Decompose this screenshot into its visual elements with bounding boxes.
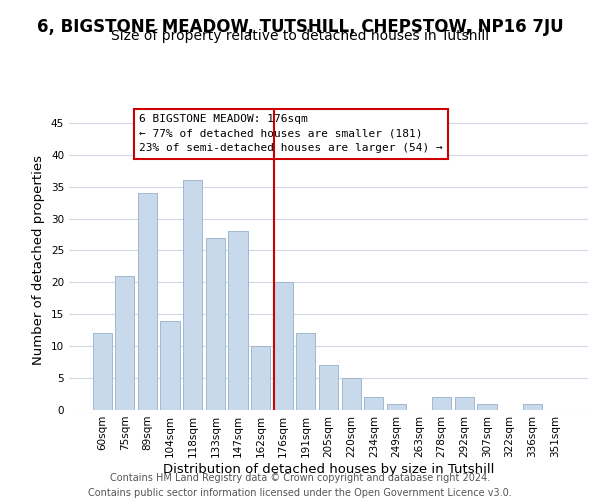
- Bar: [206, 238, 225, 410]
- Bar: [138, 193, 157, 410]
- Bar: [455, 397, 474, 410]
- Bar: [92, 334, 112, 410]
- Bar: [477, 404, 497, 410]
- Bar: [274, 282, 293, 410]
- X-axis label: Distribution of detached houses by size in Tutshill: Distribution of detached houses by size …: [163, 462, 494, 475]
- Bar: [296, 334, 316, 410]
- Bar: [341, 378, 361, 410]
- Text: Size of property relative to detached houses in Tutshill: Size of property relative to detached ho…: [111, 29, 489, 43]
- Bar: [364, 397, 383, 410]
- Bar: [115, 276, 134, 410]
- Text: 6, BIGSTONE MEADOW, TUTSHILL, CHEPSTOW, NP16 7JU: 6, BIGSTONE MEADOW, TUTSHILL, CHEPSTOW, …: [37, 18, 563, 36]
- Bar: [229, 232, 248, 410]
- Text: 6 BIGSTONE MEADOW: 176sqm
← 77% of detached houses are smaller (181)
23% of semi: 6 BIGSTONE MEADOW: 176sqm ← 77% of detac…: [139, 114, 443, 154]
- Bar: [319, 366, 338, 410]
- Bar: [183, 180, 202, 410]
- Bar: [432, 397, 451, 410]
- Y-axis label: Number of detached properties: Number of detached properties: [32, 155, 46, 365]
- Bar: [387, 404, 406, 410]
- Bar: [251, 346, 270, 410]
- Text: Contains HM Land Registry data © Crown copyright and database right 2024.
Contai: Contains HM Land Registry data © Crown c…: [88, 472, 512, 498]
- Bar: [160, 320, 180, 410]
- Bar: [523, 404, 542, 410]
